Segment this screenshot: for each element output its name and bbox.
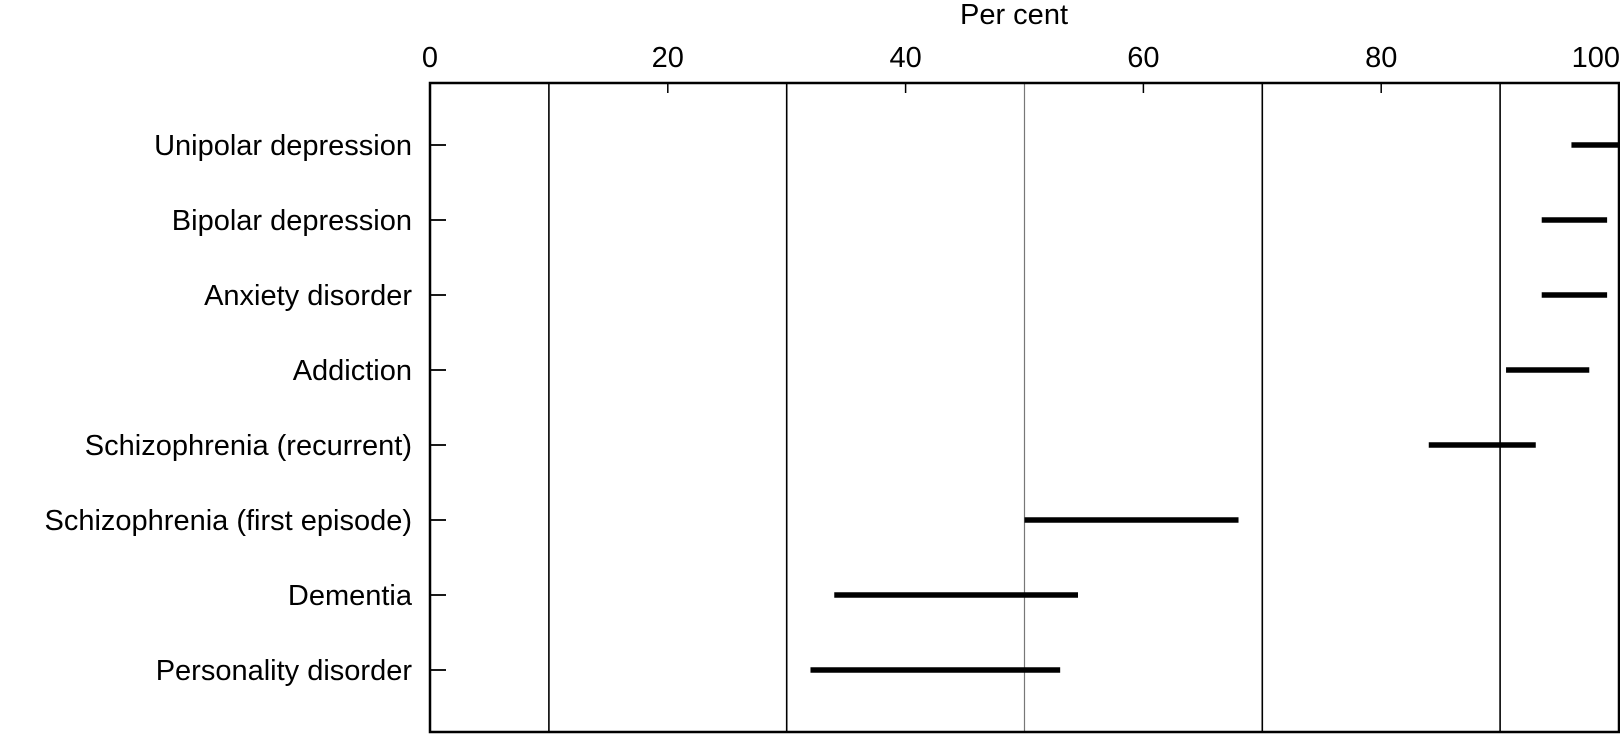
category-label-5: Schizophrenia (first episode) bbox=[44, 505, 412, 537]
category-label-6: Dementia bbox=[288, 580, 413, 612]
category-label-7: Personality disorder bbox=[156, 655, 413, 687]
x-tick-label-0: 0 bbox=[422, 42, 438, 74]
category-label-3: Addiction bbox=[293, 355, 412, 387]
x-tick-label-2: 40 bbox=[889, 42, 921, 74]
gridlines bbox=[548, 83, 1501, 732]
x-tick-label-3: 60 bbox=[1127, 42, 1159, 74]
plot-frame bbox=[428, 81, 1620, 734]
x-tick-label-4: 80 bbox=[1365, 42, 1397, 74]
x-axis-ticks: 0 20 40 60 80 100 bbox=[422, 42, 1620, 93]
x-axis-title: Per cent bbox=[960, 0, 1068, 31]
category-label-4: Schizophrenia (recurrent) bbox=[85, 430, 412, 462]
category-label-0: Unipolar depression bbox=[154, 130, 412, 162]
category-labels: Unipolar depression Bipolar depression Anx… bbox=[44, 130, 412, 687]
category-label-1: Bipolar depression bbox=[172, 205, 412, 237]
x-tick-label-1: 20 bbox=[652, 42, 684, 74]
y-axis-ticks bbox=[430, 144, 446, 671]
category-label-2: Anxiety disorder bbox=[204, 280, 412, 312]
x-tick-label-5: 100 bbox=[1572, 42, 1620, 74]
range-bars bbox=[810, 142, 1619, 673]
